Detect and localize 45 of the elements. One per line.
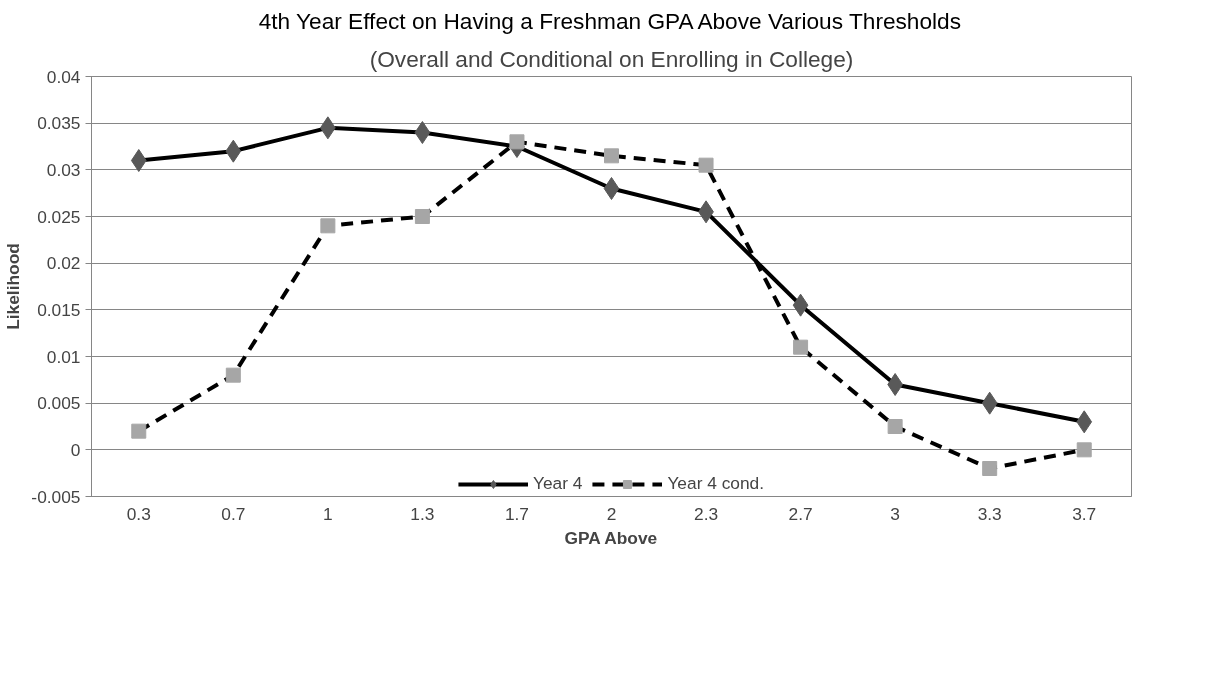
y-tick-label: 0: [70, 439, 81, 460]
point: [225, 139, 242, 163]
chart-title: 4th Year Effect on Having a Freshman GPA Above Various Thresholds: [258, 7, 962, 34]
point: [414, 121, 431, 144]
point: [887, 419, 903, 434]
y-tick-label: -0.005: [31, 486, 81, 507]
point: [1076, 410, 1093, 434]
x-tick-label: 1.3: [410, 503, 435, 524]
x-tick-label: 2.3: [694, 503, 719, 524]
point: [793, 339, 809, 355]
y-tick-label: 0.005: [37, 393, 81, 414]
point: [1076, 442, 1092, 458]
y-tick-label: 0.03: [46, 159, 81, 180]
x-axis-title: GPA Above: [564, 527, 658, 548]
x-tick-label: 0.3: [126, 503, 151, 524]
chart-subtitle: (Overall and Conditional on Enrolling in College): [369, 45, 854, 72]
point: [982, 461, 998, 476]
y-tick-label: 0.02: [46, 253, 81, 274]
x-tick-label: 0.7: [221, 503, 246, 524]
point: [981, 391, 998, 415]
point: [792, 293, 809, 317]
point: [698, 157, 714, 173]
y-tick-label: 0.04: [46, 66, 81, 87]
point: [604, 148, 619, 164]
y-tick-label: 0.015: [37, 299, 81, 320]
x-tick-label: 2.7: [788, 503, 813, 524]
legend-label: Year 4: [532, 473, 583, 494]
point: [320, 218, 336, 234]
x-tick-label: 2: [606, 503, 617, 524]
y-tick-label: 0.025: [37, 206, 81, 227]
point: [509, 134, 525, 150]
point: [130, 149, 147, 172]
y-axis-title: Likelihood: [3, 243, 24, 330]
legend-label: Year 4 cond.: [667, 473, 765, 494]
y-tick-label: 0.035: [37, 113, 81, 134]
point: [603, 177, 620, 200]
x-tick-label: 3.3: [977, 503, 1002, 524]
point: [131, 423, 147, 439]
point: [225, 367, 241, 383]
x-tick-label: 1.7: [504, 503, 529, 524]
x-tick-label: 1: [323, 503, 333, 524]
point: [414, 209, 430, 224]
x-tick-label: 3: [890, 503, 900, 524]
x-tick-label: 3.7: [1072, 503, 1097, 524]
y-tick-label: 0.01: [46, 346, 81, 367]
